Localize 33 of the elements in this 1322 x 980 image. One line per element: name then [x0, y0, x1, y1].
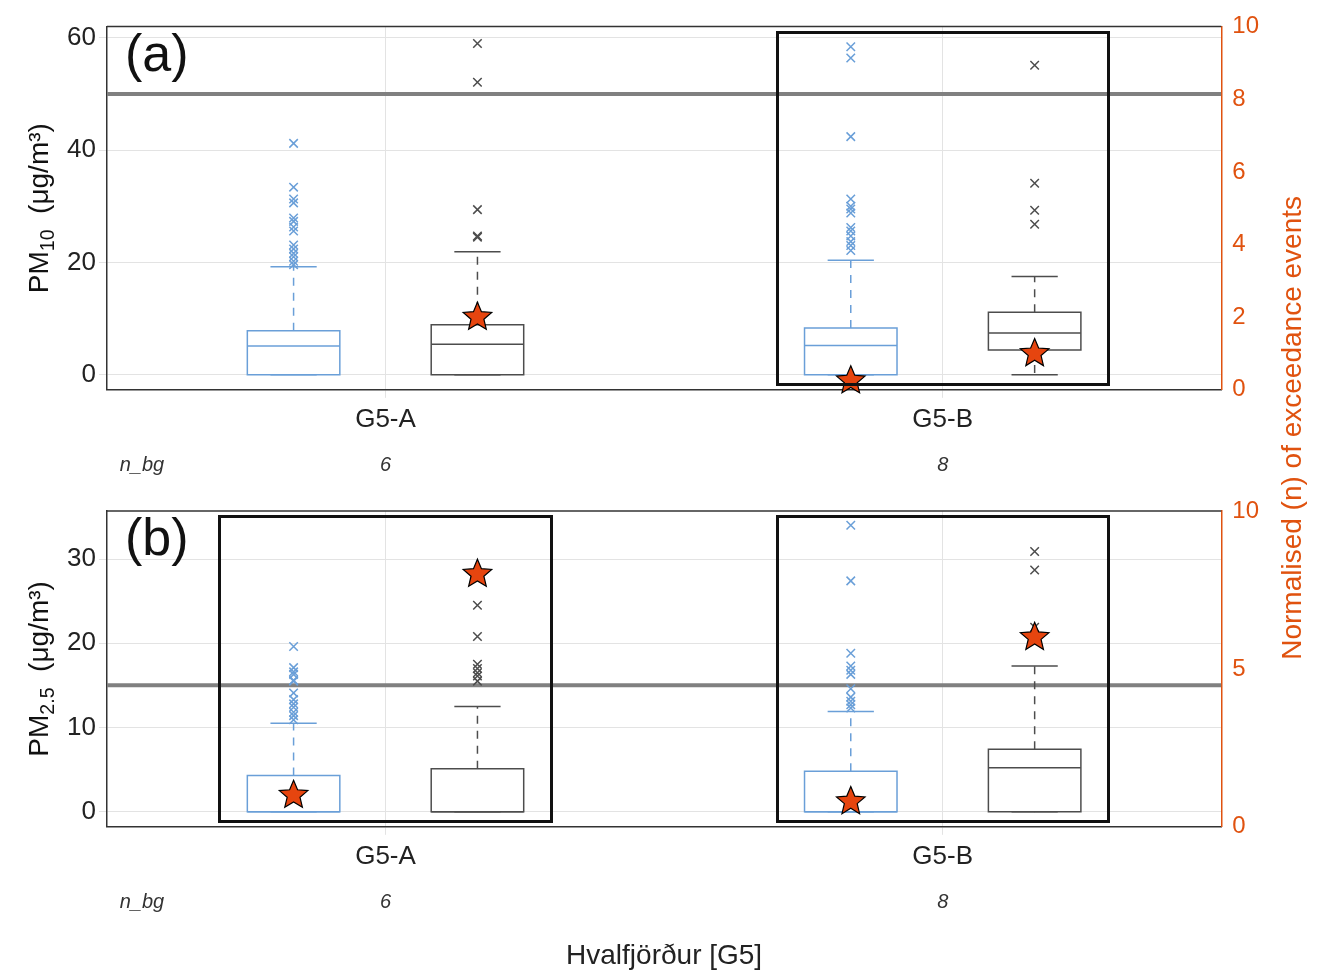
y2-tick-label: 10	[1232, 495, 1260, 523]
text: 8	[937, 889, 949, 912]
y2-tick-label: 0	[1232, 374, 1246, 402]
y2-tick-label: 8	[1232, 83, 1246, 111]
x-axis-title: Hvalfjörður [G5]	[566, 938, 763, 970]
y2-tick-label: 2	[1232, 301, 1246, 329]
chart-title: (a)	[124, 23, 189, 82]
text: 8	[937, 452, 949, 475]
y2-axis-title: Normalised (n) of exceedance events	[1276, 196, 1308, 660]
y-tick-label: 0	[81, 357, 96, 388]
y2-tick-label: 5	[1232, 653, 1246, 681]
text: n_bg	[119, 889, 165, 912]
x-tick-label: G5-A	[355, 402, 417, 433]
x-tick-label: G5-B	[912, 839, 974, 870]
text: n_bg	[119, 452, 165, 475]
y2-tick-label: 6	[1232, 156, 1246, 184]
x-tick-label: G5-B	[912, 402, 974, 433]
y-tick-label: 20	[67, 245, 96, 276]
x-tick-label: G5-A	[355, 839, 417, 870]
y2-tick-label: 0	[1232, 811, 1246, 839]
text: 6	[379, 889, 392, 912]
y-axis-title: PM2.5 (μg/m³)	[22, 581, 58, 757]
y-tick-label: 20	[67, 626, 96, 657]
y-tick-label: 0	[81, 794, 96, 825]
y-tick-label: 30	[67, 542, 96, 573]
y2-tick-label: 4	[1232, 229, 1246, 257]
y-tick-label: 60	[67, 21, 96, 51]
y-tick-label: 40	[67, 133, 96, 164]
y2-tick-label: 10	[1232, 11, 1260, 39]
y-tick-label: 10	[67, 710, 96, 741]
chart-title: (b)	[124, 508, 189, 567]
text: 6	[379, 452, 392, 475]
y-axis-title: PM10 (μg/m³)	[22, 123, 58, 294]
